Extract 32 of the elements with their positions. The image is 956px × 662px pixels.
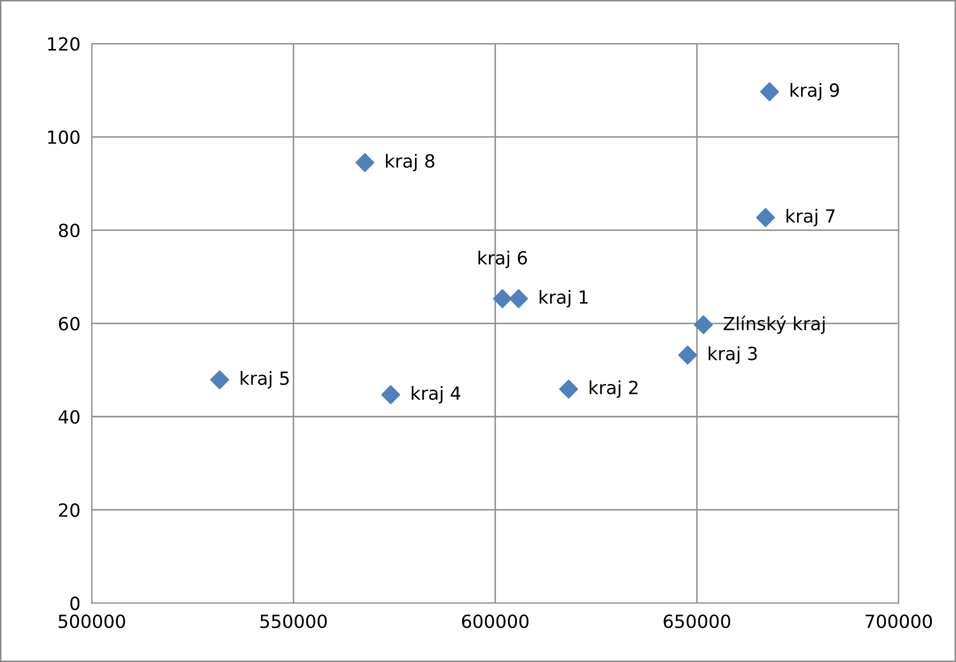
- y-tick-label: 80: [58, 224, 80, 238]
- y-tick-label: 20: [59, 503, 80, 517]
- annotation: kraj 3: [708, 346, 757, 364]
- x-tick-label: 500000: [58, 614, 126, 628]
- x-tick-label: 600000: [462, 614, 528, 628]
- annotation: kraj 2: [590, 380, 638, 398]
- annotation: Zlínský kraj: [724, 316, 825, 334]
- y-tick-label: 40: [58, 410, 80, 424]
- point: [492, 289, 512, 308]
- x-tick-label: 700000: [866, 614, 932, 628]
- point: [210, 370, 230, 390]
- annotation: kraj 9: [790, 82, 839, 100]
- point: [756, 208, 775, 228]
- point: [559, 380, 578, 399]
- point: [694, 315, 713, 334]
- annotation: kraj 7: [786, 208, 835, 226]
- point: [381, 385, 400, 404]
- y-tick-label: 100: [48, 130, 80, 144]
- annotation: kraj 8: [386, 154, 434, 172]
- annotation: kraj 1: [540, 290, 588, 308]
- x-tick-label: 650000: [664, 614, 730, 628]
- y-tick-label: 60: [58, 316, 80, 331]
- point: [509, 289, 528, 308]
- x-tick-label: 550000: [260, 614, 327, 628]
- point: [678, 346, 698, 365]
- y-tick-label: 0: [70, 596, 80, 610]
- annotation: kraj 6: [478, 250, 527, 268]
- annotation: kraj 4: [412, 386, 460, 404]
- y-tick-label: 120: [48, 37, 80, 51]
- point: [760, 82, 780, 102]
- point: [355, 153, 374, 172]
- annotation: kraj 5: [240, 371, 289, 389]
